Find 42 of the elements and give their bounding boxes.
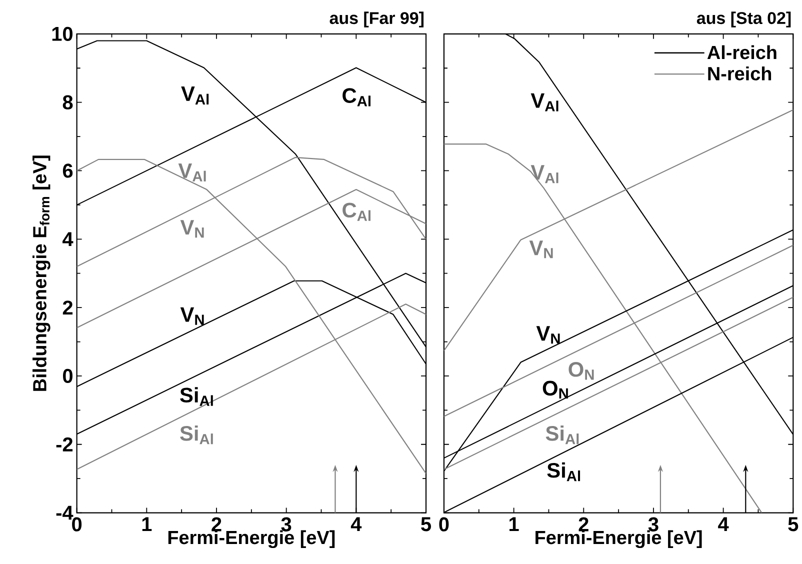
y-tick-label: 6 [62,164,73,178]
y-tick-label: 2 [62,300,73,315]
annotation: V$_{Al}$ [178,164,206,182]
chart-title: aus [Sta 02] [696,12,791,28]
annotation: V$_{Al}$ [181,86,209,105]
y-tick-label: -4 [56,506,74,520]
annotation: Si$_{Al}$ [180,387,213,406]
y-tick-label: 10 [52,27,72,42]
annotation: C$_{Al}$ [342,88,370,106]
x-tick-label: 1 [510,517,519,532]
annotation: V$_{Al}$ [530,94,558,112]
x-tick-label: 4 [350,517,362,532]
annotation: V$_{N}$ [536,326,560,344]
x-tick-label: 0 [439,517,449,532]
x-axis-title: Fermi-Energie [eV] [168,530,335,548]
x-axis-title: Fermi-Energie [eV] [536,530,702,548]
annotation: Si$_{Al}$ [546,426,579,444]
annotation: V$_{Al}$ [530,165,558,184]
annotation: O$_{N}$ [542,380,568,399]
y-tick-label: 0 [63,369,72,384]
annotation: V$_{N}$ [180,308,204,326]
annotation: V$_{N}$ [529,240,553,258]
legend-label: N-reich [708,66,772,81]
annotation: Si$_{Al}$ [180,426,213,444]
y-tick-label: 4 [62,232,74,246]
annotation: V$_{N}$ [180,220,204,238]
x-tick-label: 2 [578,517,588,532]
y-tick-label: -2 [56,438,73,452]
annotation: C$_{Al}$ [342,202,370,222]
y-axis-title: Bildungsenergie E$_{form}$ [eV] [32,156,50,391]
x-tick-label: 5 [788,517,798,532]
chart-title: aus [Far 99] [330,12,424,28]
annotation: O$_{N}$ [568,362,594,380]
x-tick-label: 3 [281,517,292,532]
x-tick-label: 5 [421,517,431,532]
y-tick-label: 8 [62,95,73,110]
x-tick-label: 4 [718,517,729,532]
x-tick-label: 2 [212,517,222,532]
x-tick-label: 1 [142,517,152,532]
legend-label: Al-reich [707,45,776,60]
annotation: Si$_{Al}$ [547,462,580,482]
x-tick-label: 3 [648,517,658,532]
